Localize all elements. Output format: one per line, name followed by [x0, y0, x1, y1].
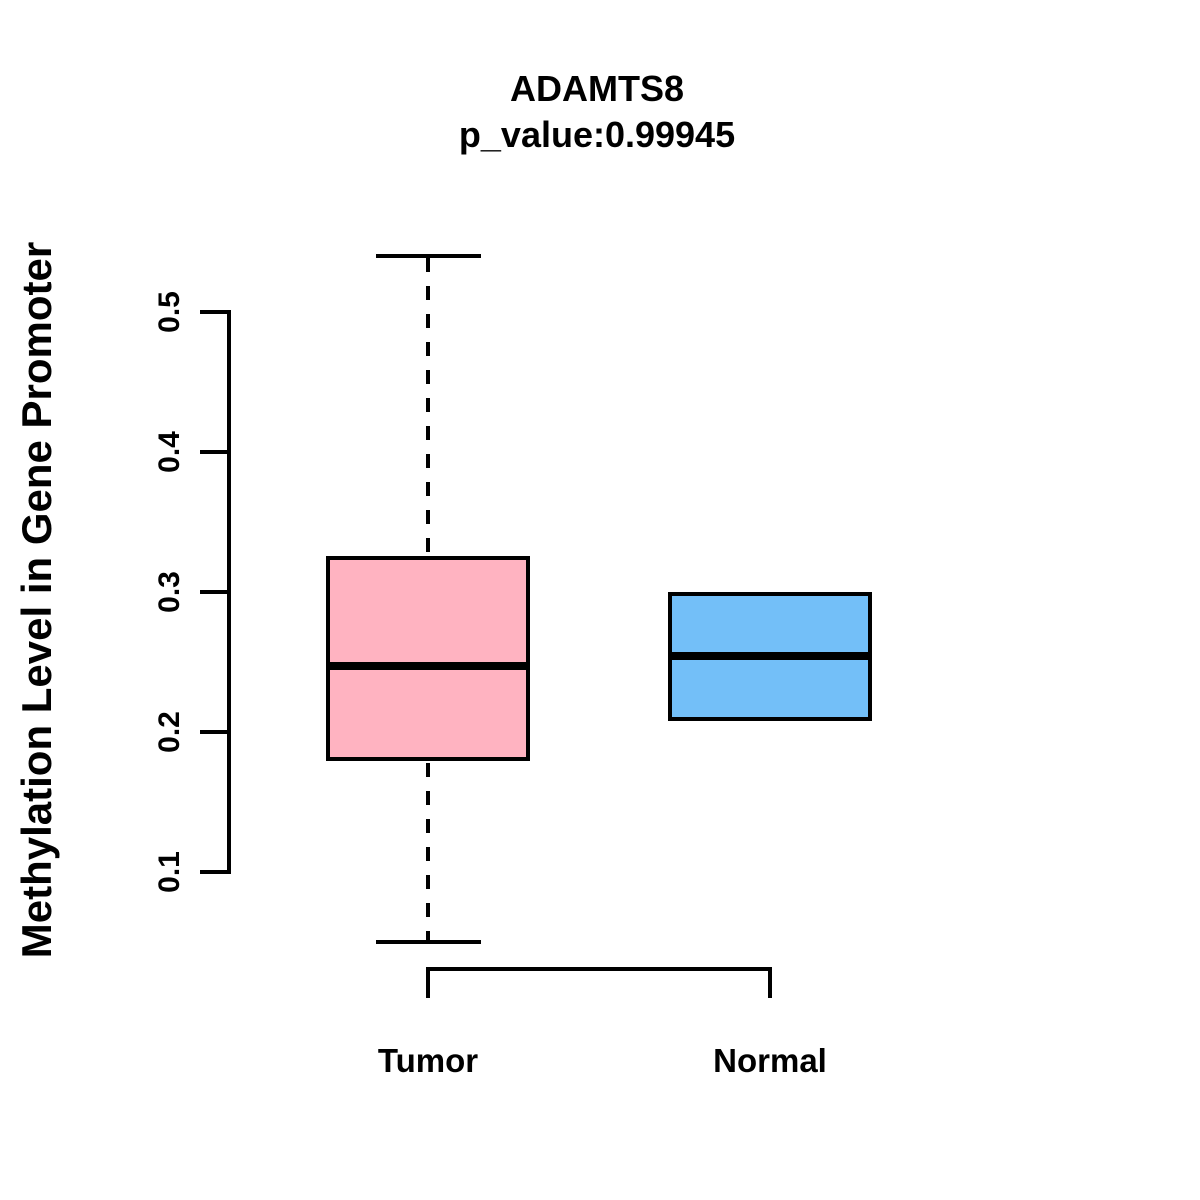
y-tick-label: 0.2 — [153, 711, 186, 753]
y-tick-label: 0.1 — [153, 851, 186, 893]
median-line — [668, 652, 872, 660]
x-category-label: Tumor — [377, 1042, 479, 1079]
box-tumor — [326, 556, 530, 761]
lower-whisker-cap — [375, 940, 481, 944]
chart-subtitle: p_value:0.99945 — [458, 114, 736, 155]
upper-whisker-line — [426, 258, 430, 554]
x-axis-tick — [768, 967, 772, 998]
y-axis-tick — [200, 590, 229, 594]
y-axis-title: Methylation Level in Gene Promoter — [13, 241, 60, 959]
x-category-label: Normal — [713, 1042, 827, 1079]
x-axis-line — [426, 967, 772, 971]
y-axis-tick — [200, 310, 229, 314]
y-tick-label: 0.5 — [153, 291, 186, 333]
x-axis-tick — [426, 967, 430, 998]
lower-whisker-line — [426, 763, 430, 940]
y-axis-tick — [200, 730, 229, 734]
chart-title: ADAMTS8 — [509, 68, 684, 109]
y-axis-tick — [200, 870, 229, 874]
y-axis-line — [227, 310, 231, 874]
y-axis-tick — [200, 450, 229, 454]
upper-whisker-cap — [375, 254, 481, 258]
y-tick-label: 0.3 — [153, 571, 186, 613]
chart-title-block: ADAMTS8 p_value:0.99945 — [459, 66, 735, 158]
median-line — [326, 662, 530, 670]
y-tick-label: 0.4 — [153, 431, 186, 473]
